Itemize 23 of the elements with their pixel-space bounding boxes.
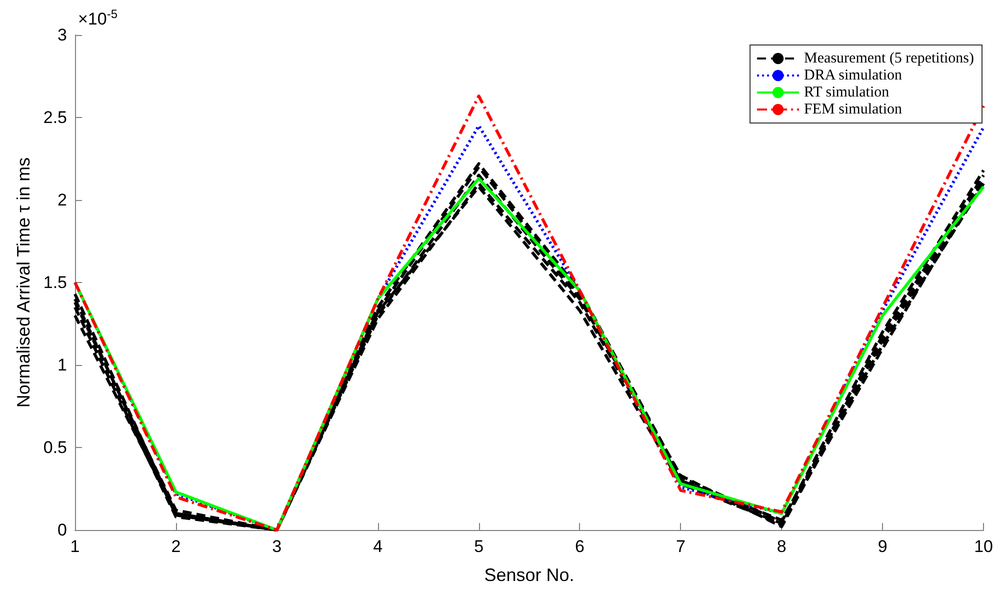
x-tick-label: 4 [373, 537, 383, 556]
legend-label: Measurement (5 repetitions) [804, 50, 974, 66]
legend-label: RT simulation [804, 84, 890, 100]
y-tick-label: 2.5 [43, 108, 67, 127]
y-axis-title: Normalised Arrival Time τ in ms [13, 157, 34, 408]
x-tick-label: 3 [272, 537, 282, 556]
x-tick-label: 7 [676, 537, 686, 556]
y-tick-label: 1 [58, 356, 67, 374]
x-tick-label: 2 [171, 537, 181, 556]
y-tick-label: 0 [58, 520, 67, 540]
y-tick-label: 0.5 [43, 438, 67, 457]
x-tick-label: 10 [974, 537, 994, 556]
x-tick-label: 8 [776, 537, 786, 556]
legend-label: FEM simulation [804, 102, 902, 118]
x-tick-label: 1 [70, 537, 80, 556]
x-axis-title: Sensor No. [484, 565, 574, 585]
x-tick-label: 6 [575, 537, 584, 556]
x-tick-label: 5 [474, 537, 484, 556]
y-tick-label: 2 [58, 190, 67, 210]
y-tick-label: 1.5 [43, 273, 67, 292]
x-tick-label: 9 [878, 537, 888, 556]
y-tick-label: 3 [58, 26, 67, 44]
legend-label: DRA simulation [804, 68, 902, 84]
